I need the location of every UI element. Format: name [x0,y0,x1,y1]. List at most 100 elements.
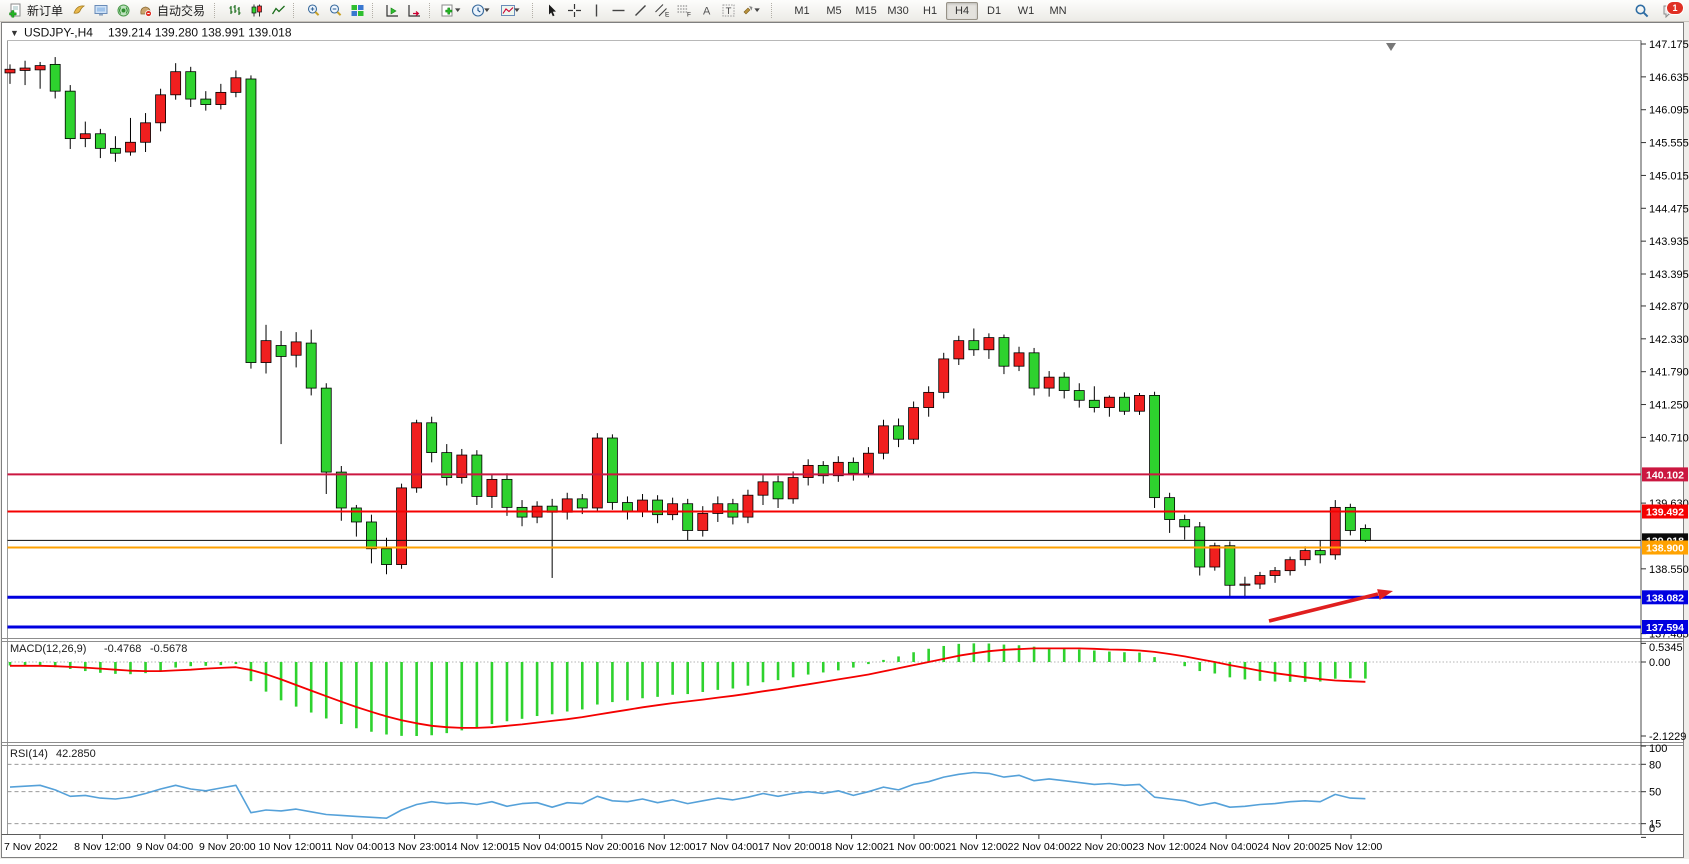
candle-bearish [1088,399,1100,408]
toolbar: 新订单 自动交易 [0,0,1689,22]
macd-header-value-main: -0.4768 [104,643,141,655]
candle-bullish [170,71,182,96]
indicators-dropdown[interactable] [498,2,528,20]
candle-bullish [1299,550,1311,561]
candle-bullish [290,341,302,356]
chart-svg: 147.175 146.635 146.095 145.555 145.015 144.4… [0,22,1689,859]
text-tool-button[interactable]: A [695,2,717,20]
timeframe-button-d1[interactable]: D1 [987,4,1002,17]
new-order-button[interactable] [4,2,26,20]
candle-bullish [832,461,844,477]
timeframe-button-w1[interactable]: W1 [1017,4,1035,17]
candle-bullish [1284,559,1296,572]
new-order-label[interactable]: 新订单 [27,4,64,18]
price-tick-label: 142.330 [1649,334,1689,346]
timeframes-dropdown[interactable] [468,2,498,20]
fibo-sub-char: F [687,12,691,19]
search-button[interactable] [1631,2,1653,20]
toolbar-separator [293,3,298,18]
timeframe-button-h4[interactable]: H4 [946,1,979,20]
candle-bullish [1239,583,1251,586]
line-chart-button[interactable] [267,2,289,20]
price-tick-label: 141.250 [1649,400,1689,412]
candle-bullish [923,391,935,408]
candle-bullish [697,513,709,531]
new-chart-dropdown[interactable] [438,2,468,20]
price-tick-label: 145.015 [1649,170,1689,182]
auto-scroll-button[interactable] [381,2,403,20]
chart-shift-button[interactable] [403,2,425,20]
timeframe-button-mn[interactable]: MN [1049,4,1067,17]
candle-bearish [49,63,61,92]
time-tick-label: 9 Nov 04:00 [137,841,194,853]
zoom-in-button[interactable] [302,2,324,20]
zoom-out-button[interactable] [324,2,346,20]
candle-bearish [305,342,317,389]
crosshair-icon [567,4,581,17]
fibonacci-tool-button[interactable]: F [673,2,695,20]
timeframe-button-m5[interactable]: M5 [826,4,842,17]
time-tick-label: 23 Nov 12:00 [1133,841,1196,853]
price-line-tag-label: 138.900 [1646,543,1684,555]
signals-button[interactable] [112,2,134,20]
price-line-tag-label: 138.082 [1646,592,1684,604]
candle-bullish [983,337,995,351]
timeframe-button-m30[interactable]: M30 [887,4,909,17]
metaeditor-button[interactable] [68,2,90,20]
autotrading-button[interactable] [134,2,156,20]
bar-chart-button[interactable] [223,2,245,20]
horizontal-line-tool-button[interactable] [607,2,629,20]
arrow-object[interactable] [1268,592,1379,623]
terminal-button[interactable] [90,2,112,20]
candle-bullish [878,425,889,454]
cursor-tool-button[interactable] [541,2,563,20]
candle-bullish [155,94,167,124]
arrows-dropdown[interactable] [739,2,767,20]
arrow-head[interactable] [1377,589,1393,600]
trendline-tool-button[interactable] [629,2,651,20]
timeframe-button-h1[interactable]: H1 [923,4,938,17]
notifications-button[interactable]: 1 [1659,0,1684,20]
notification-badge: 1 [1666,0,1684,15]
vertical-line-tool-button[interactable] [585,2,607,20]
time-tick-label: 7 Nov 2022 [4,841,58,853]
candle-bearish [426,422,438,454]
fibonacci-icon: F [677,5,691,19]
price-tick-label: 146.635 [1649,72,1689,84]
candle-bearish [501,478,513,508]
time-tick-label: 10 Nov 12:00 [258,841,321,853]
candle-bearish [94,133,106,149]
channel-sub-char: E [665,12,670,19]
price-tick-label: 143.395 [1649,269,1689,281]
candle-bearish [275,345,287,357]
candle-bullish [19,67,31,71]
price-tick-label: 143.935 [1649,236,1689,248]
chart-shift-marker[interactable] [1386,43,1396,51]
time-tick-label: 24 Nov 04:00 [1195,841,1258,853]
candle-bullish [1209,545,1221,568]
label-tool-button[interactable]: T [717,2,739,20]
candle-bullish [34,65,46,71]
timeframe-button-m1[interactable]: M1 [794,4,810,17]
candlestick-chart-button[interactable] [245,2,267,20]
candle-bullish [863,452,874,474]
candle-bullish [1254,575,1266,585]
candle-bearish [1344,506,1356,531]
candle-bullish [742,494,754,518]
new-chart-icon [441,4,461,17]
time-tick-label: 9 Nov 20:00 [199,841,256,853]
indicators-icon [501,5,520,16]
autotrading-label[interactable]: 自动交易 [157,4,206,18]
auto-scroll-icon [385,5,398,17]
chart-dropdown-icon[interactable]: ▼ [10,28,19,38]
crosshair-tool-button[interactable] [563,2,585,20]
candle-bullish [802,464,814,478]
tile-windows-button[interactable] [346,2,368,20]
channel-tool-button[interactable]: E [651,2,673,20]
time-tick-label: 24 Nov 20:00 [1257,841,1320,853]
rsi-axis-label: 100 [1649,743,1667,755]
macd-header-value-signal: -0.5678 [150,643,187,655]
candle-bearish [727,503,739,518]
candle-bearish [1058,376,1070,391]
timeframe-button-m15[interactable]: M15 [855,4,877,17]
